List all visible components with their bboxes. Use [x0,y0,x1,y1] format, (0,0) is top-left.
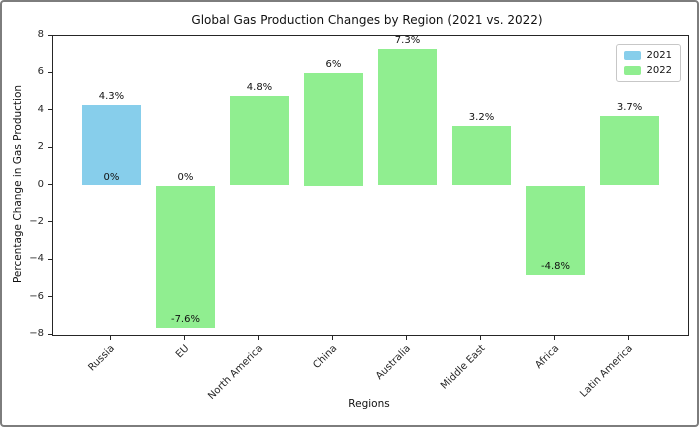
bar-value-label-latin-america-2022: 3.7% [616,102,643,114]
ytick-mark [48,221,52,223]
ytick-label: 8 [37,29,44,40]
ytick-mark [48,109,52,111]
ytick-label: 2 [37,141,44,153]
x-axis-label: Regions [348,398,390,410]
xtick-label-eu: EU [173,343,192,361]
ytick-label: 0 [37,178,44,190]
bar-value-label-russia-2022: 0% [103,171,120,183]
bar-value-label-middle-east-2022: 3.2% [468,111,495,123]
ytick-mark [48,34,52,36]
legend-swatch-2022 [623,66,641,75]
bar-value-label-australia-2022: 7.3% [394,35,421,47]
xtick-mark [480,336,481,340]
xtick-label-china: China [311,343,340,371]
legend: 2021 2022 [615,44,681,82]
legend-entry-2021: 2021 [623,50,672,61]
bar-middle-east-2022 [451,125,512,186]
xtick-label-russia: Russia [86,343,118,374]
xtick-mark [257,336,259,340]
bar-latin-america-2022 [599,116,660,186]
plot-area: 4.3% 0% 0% -7.6% 4.8% 6% 7.3% 3.2% -4.8% 3.7% 202… [52,35,689,336]
ytick-label: −2 [29,215,44,227]
bar-value-label-russia-2021: 4.3% [98,91,125,103]
ytick-label: −4 [29,253,44,265]
bar-china-2022 [303,73,364,186]
ytick-label: −6 [29,290,44,302]
xtick-label-latin-america: Latin America [578,343,636,400]
bar-north-america-2022 [229,95,290,186]
ytick-mark [48,333,52,335]
xtick-label-north-america: North America [206,343,266,402]
xtick-label-africa: Africa [533,343,562,371]
ytick-mark [48,296,52,298]
xtick-mark [331,336,333,340]
legend-label-2022: 2022 [646,65,672,76]
xtick-label-middle-east: Middle East [438,343,488,392]
bar-africa-2022 [525,185,586,276]
ytick-mark [48,146,52,148]
ytick-mark [48,184,52,185]
bars-layer: 4.3% 0% 0% -7.6% 4.8% 6% 7.3% 3.2% -4.8% 3.7% [53,35,688,335]
legend-label-2021: 2021 [646,50,672,61]
bar-australia-2022 [377,49,438,186]
xtick-mark [109,336,111,340]
legend-swatch-2021 [623,51,641,60]
bar-value-label-eu-2022: -7.6% [170,313,200,325]
ytick-label: 4 [37,103,44,115]
bar-eu-2022 [155,185,216,328]
xtick-mark [628,336,630,340]
bar-value-label-north-america-2022: 4.8% [246,81,273,93]
ytick-mark [48,71,52,73]
bar-value-label-eu-2021: 0% [177,171,194,183]
legend-entry-2022: 2022 [623,65,672,76]
chart-title: Global Gas Production Changes by Region … [191,13,543,27]
xtick-label-australia: Australia [374,343,414,383]
xtick-mark [183,336,185,340]
xtick-mark [406,336,407,340]
ytick-mark [48,258,52,260]
xtick-mark [554,336,556,340]
bar-russia-2021 [81,105,142,186]
bar-value-label-china-2022: 6% [325,59,342,71]
bar-value-label-africa-2022: -4.8% [541,261,571,273]
ytick-label: −8 [29,328,44,339]
ytick-label: 6 [37,66,44,78]
